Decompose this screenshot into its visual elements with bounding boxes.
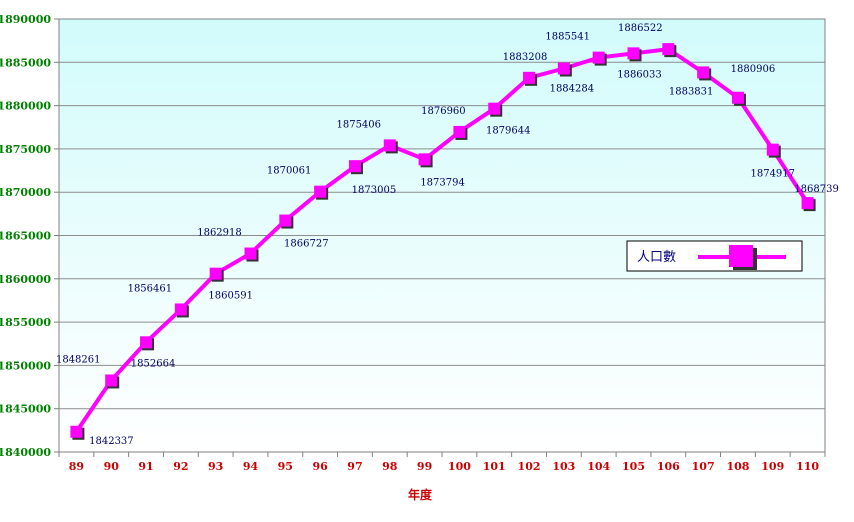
data-label: 1884284 <box>550 84 595 95</box>
data-point <box>766 143 779 156</box>
data-label: 1879644 <box>486 126 531 137</box>
data-point <box>140 336 153 349</box>
x-tick-label: 96 <box>312 460 328 473</box>
x-tick-label: 101 <box>483 460 506 473</box>
y-tick-label: 1880000 <box>0 100 51 113</box>
x-tick-label: 110 <box>796 460 819 473</box>
data-point <box>70 425 83 438</box>
y-tick-label: 1885000 <box>0 56 51 69</box>
x-tick-label: 106 <box>657 460 680 473</box>
x-tick-label: 99 <box>417 460 432 473</box>
data-label: 1886522 <box>618 23 663 34</box>
x-tick-label: 102 <box>518 460 541 473</box>
data-point <box>592 51 605 64</box>
y-tick-label: 1865000 <box>0 230 51 243</box>
data-point <box>279 214 292 227</box>
x-tick-label: 91 <box>138 460 153 473</box>
series-line <box>74 47 810 433</box>
data-point <box>348 160 361 173</box>
data-label: 1876960 <box>421 106 466 117</box>
y-tick-label: 1850000 <box>0 359 51 372</box>
x-tick-label: 89 <box>69 460 84 473</box>
data-label: 1883208 <box>503 52 548 63</box>
data-label: 1860591 <box>208 291 253 302</box>
data-point <box>209 267 222 280</box>
y-tick-label: 1860000 <box>0 273 51 286</box>
x-tick-label: 107 <box>692 460 715 473</box>
data-point <box>105 374 118 387</box>
data-point <box>731 91 744 104</box>
x-tick-label: 100 <box>448 460 471 473</box>
x-tick-label: 93 <box>208 460 223 473</box>
y-tick-label: 1890000 <box>0 13 51 26</box>
data-label: 1856461 <box>128 283 173 294</box>
x-tick-label: 90 <box>104 460 120 473</box>
data-label: 1852664 <box>131 358 176 369</box>
data-label: 1875406 <box>336 119 381 130</box>
data-label: 1883831 <box>669 86 714 97</box>
x-tick-label: 108 <box>726 460 749 473</box>
data-label: 1870061 <box>267 166 312 177</box>
data-point <box>697 66 710 79</box>
x-tick-label: 104 <box>587 460 610 473</box>
data-label: 1848261 <box>56 354 101 365</box>
data-label: 1866727 <box>284 239 329 250</box>
data-label: 1874917 <box>750 169 795 180</box>
x-tick-label: 105 <box>622 460 645 473</box>
x-tick-label: 109 <box>761 460 784 473</box>
data-point <box>244 247 257 260</box>
x-axis-title: 年度 <box>408 487 433 502</box>
y-tick-label: 1845000 <box>0 403 51 416</box>
legend-marker-swatch <box>729 245 753 267</box>
data-label: 1873005 <box>352 185 397 196</box>
y-tick-label: 1840000 <box>0 446 51 459</box>
x-tick-label: 103 <box>552 460 575 473</box>
data-label: 1880906 <box>731 64 776 75</box>
data-point <box>383 139 396 152</box>
data-point <box>801 197 814 210</box>
data-label: 1862918 <box>197 228 242 239</box>
x-tick-label: 92 <box>173 460 188 473</box>
data-point <box>557 62 570 75</box>
x-tick-label: 97 <box>347 460 362 473</box>
y-tick-label: 1855000 <box>0 316 51 329</box>
data-point <box>662 43 675 56</box>
data-label: 1868739 <box>794 184 839 195</box>
legend: 人口數 <box>626 240 803 272</box>
data-point <box>174 303 187 316</box>
x-tick-label: 95 <box>278 460 293 473</box>
data-point <box>453 125 466 138</box>
x-tick-label: 94 <box>243 460 259 473</box>
data-point <box>418 153 431 166</box>
data-point <box>488 102 501 115</box>
y-tick-label: 1875000 <box>0 143 51 156</box>
data-label: 1885541 <box>545 32 590 43</box>
legend-label: 人口數 <box>637 250 676 265</box>
y-tick-label: 1870000 <box>0 186 51 199</box>
data-point <box>627 47 640 60</box>
data-point <box>314 185 327 198</box>
data-label: 1873794 <box>420 177 465 188</box>
data-point <box>523 71 536 84</box>
x-tick-label: 98 <box>382 460 398 473</box>
data-label: 1842337 <box>89 436 134 447</box>
data-label: 1886033 <box>617 69 662 80</box>
